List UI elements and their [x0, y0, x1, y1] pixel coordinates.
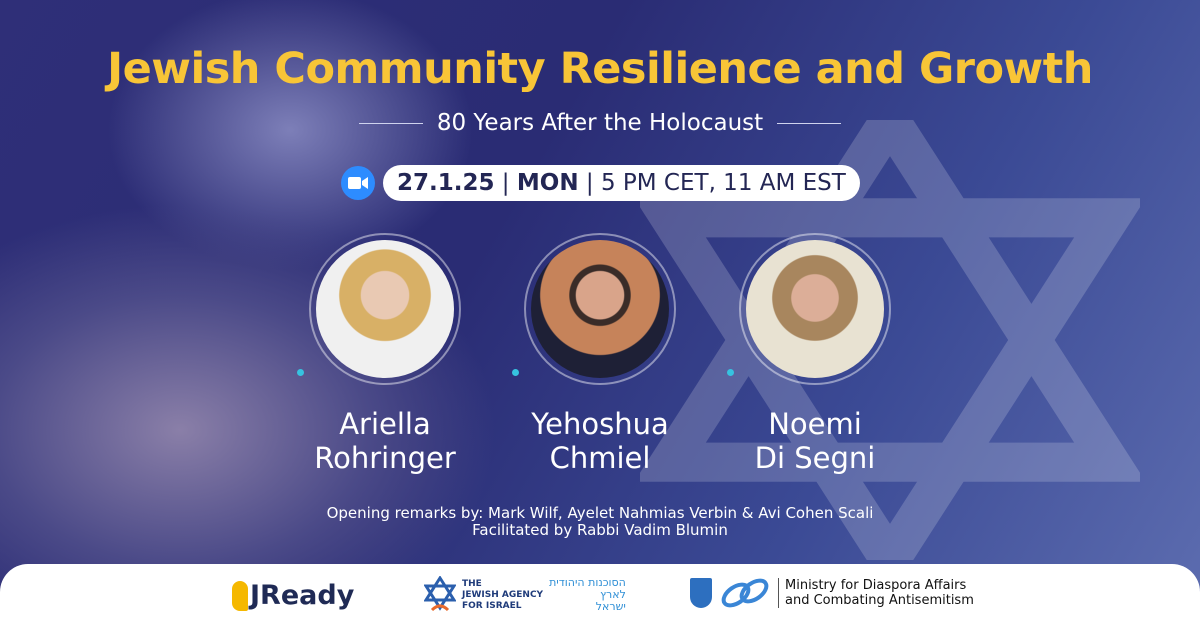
event-date: 27.1.25 — [397, 170, 495, 196]
ministry-logo: Ministry for Diaspora Affairs and Combati… — [690, 578, 974, 608]
sponsor-footer: JReady THE JEWISH AGENCY FOR ISRAEL הסוכנו… — [0, 564, 1200, 628]
divider — [777, 122, 842, 124]
agency-hebrew: ישראל — [595, 600, 626, 613]
datetime-pill: 27.1.25 | MON | 5 PM CET, 11 AM EST — [383, 165, 860, 201]
zoom-video-icon — [341, 166, 375, 200]
ministry-text: Ministry for Diaspora Affairs — [785, 578, 967, 593]
jready-wordmark: JReady — [250, 580, 355, 611]
event-datetime: 27.1.25 | MON | 5 PM CET, 11 AM EST — [341, 165, 860, 201]
agency-text: FOR ISRAEL — [462, 600, 522, 611]
state-emblem-icon — [690, 578, 712, 608]
divider — [358, 122, 423, 124]
speaker-photo — [739, 233, 891, 385]
agency-text: JEWISH AGENCY — [462, 589, 544, 600]
speaker-first-name: Ariella — [339, 407, 431, 441]
jewish-agency-logo: THE JEWISH AGENCY FOR ISRAEL הסוכנות היהוד… — [424, 576, 626, 614]
accent-dot — [512, 369, 519, 376]
speaker-first-name: Yehoshua — [531, 407, 669, 441]
event-subtitle: 80 Years After the Holocaust — [436, 110, 764, 136]
agency-hebrew: הסוכנות היהודית — [549, 576, 626, 589]
opening-remarks: Opening remarks by: Mark Wilf, Ayelet Na… — [326, 504, 874, 522]
ministry-text: and Combating Antisemitism — [785, 593, 974, 608]
speaker-card: Noemi Di Segni — [715, 233, 915, 475]
speaker-last-name: Di Segni — [754, 441, 876, 475]
speaker-photo — [309, 233, 461, 385]
speaker-first-name: Noemi — [768, 407, 862, 441]
accent-dot — [727, 369, 734, 376]
accent-dot — [297, 369, 304, 376]
subtitle-row: 80 Years After the Holocaust — [0, 110, 1200, 136]
speaker-card: Yehoshua Chmiel — [500, 233, 700, 475]
facilitator: Facilitated by Rabbi Vadim Blumin — [472, 521, 728, 539]
star-of-david-icon — [424, 576, 456, 612]
agency-hebrew: לארץ — [600, 588, 626, 601]
speaker-card: Ariella Rohringer — [285, 233, 485, 475]
jready-globe-icon — [232, 580, 248, 611]
credits: Opening remarks by: Mark Wilf, Ayelet Na… — [0, 505, 1200, 539]
event-day: MON — [516, 170, 579, 196]
speaker-photo — [524, 233, 676, 385]
jready-logo: JReady — [232, 580, 354, 611]
ministry-chain-icon — [721, 578, 769, 608]
speaker-last-name: Rohringer — [314, 441, 456, 475]
agency-text: THE — [462, 578, 482, 589]
event-time: 5 PM CET, 11 AM EST — [600, 170, 846, 196]
speaker-last-name: Chmiel — [549, 441, 651, 475]
event-title: Jewish Community Resilience and Growth — [107, 44, 1093, 94]
